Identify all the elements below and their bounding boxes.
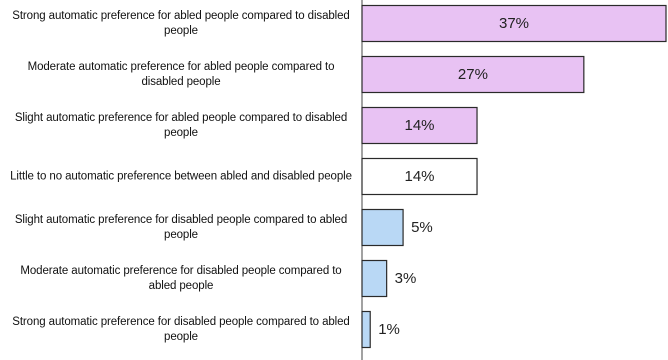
category-label-7: Strong automatic preference for disabled… — [12, 315, 350, 343]
bar-6 — [361, 259, 388, 298]
category-label-2: Moderate automatic preference for abled … — [27, 60, 335, 88]
category-label-6: Moderate automatic preference for disabl… — [20, 264, 342, 292]
category-label-1: Strong automatic preference for abled pe… — [12, 9, 350, 37]
bar-value-label-6: 3% — [395, 270, 417, 287]
bar-value-label-2: 27% — [458, 66, 488, 83]
bar-value-label-5: 5% — [411, 219, 433, 236]
bar-value-label-1: 37% — [499, 15, 529, 32]
category-label-5: Slight automatic preference for disabled… — [14, 213, 348, 241]
bar-5 — [361, 208, 404, 247]
bar-1 — [361, 4, 667, 43]
bar-7 — [361, 310, 371, 349]
bar-4 — [361, 157, 478, 196]
category-label-4: Little to no automatic preference betwee… — [10, 170, 352, 182]
category-label-3: Slight automatic preference for abled pe… — [14, 111, 348, 139]
bar-value-label-4: 14% — [404, 168, 434, 185]
bar-value-label-7: 1% — [378, 321, 400, 338]
bar-value-label-3: 14% — [404, 117, 434, 134]
bar-3 — [361, 106, 478, 145]
bar-2 — [361, 55, 585, 94]
